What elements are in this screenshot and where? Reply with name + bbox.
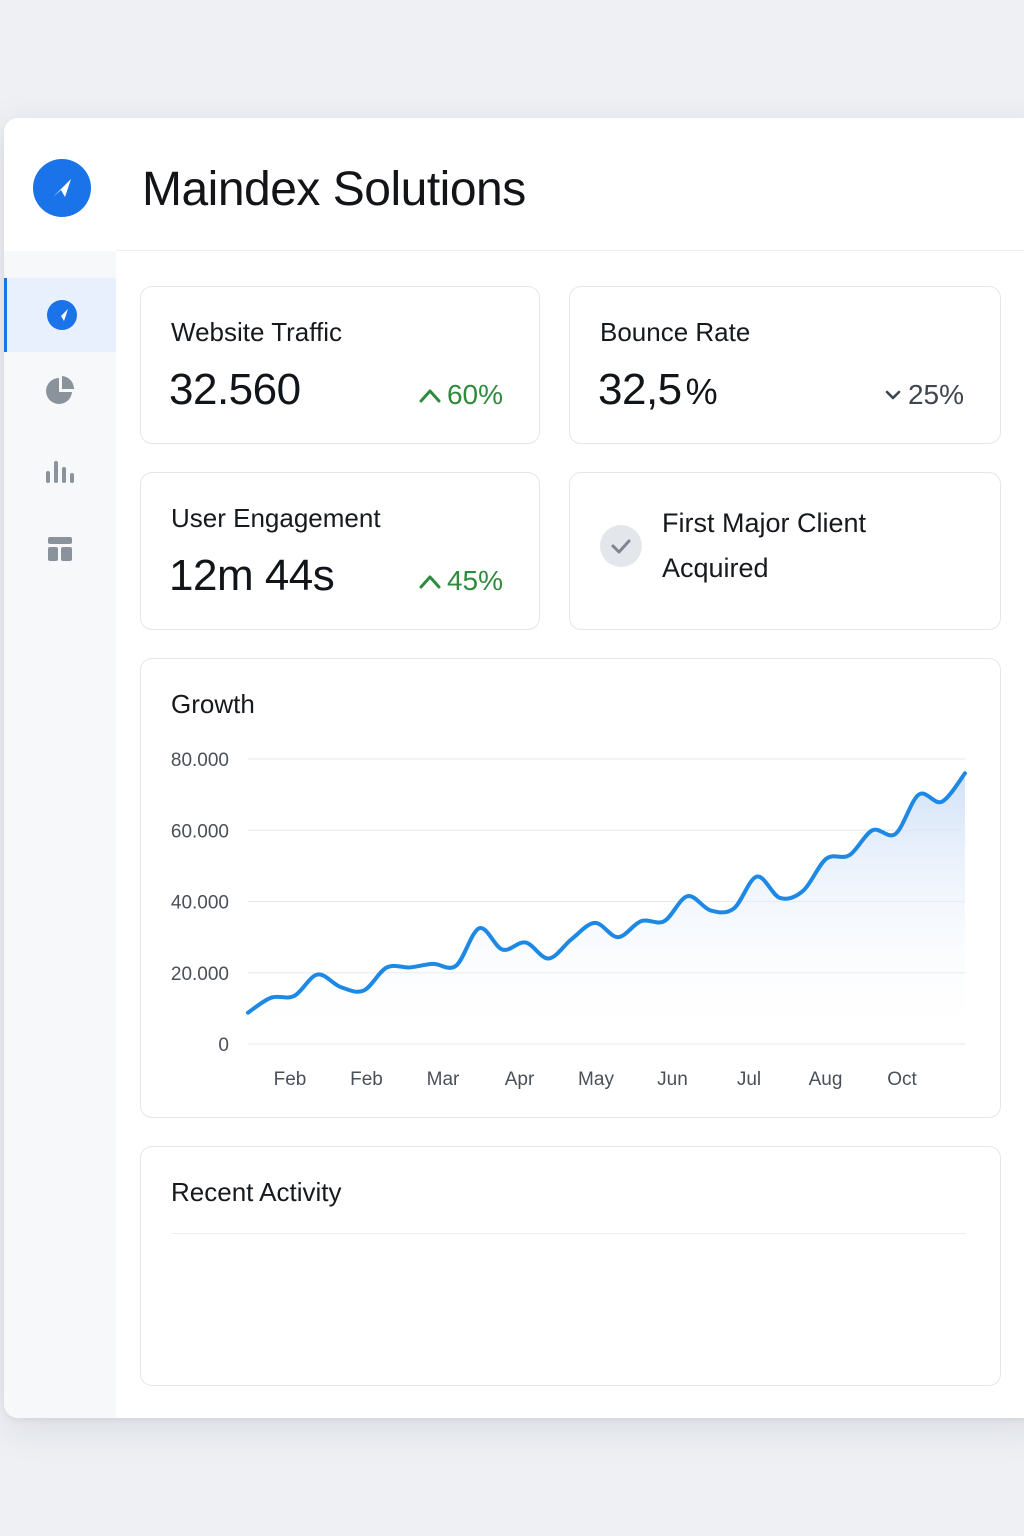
x-tick-label: May	[578, 1069, 614, 1090]
kpi-card-user-engagement[interactable]: User Engagement 12m 44s 45%	[140, 472, 540, 630]
data-point[interactable]	[453, 963, 459, 969]
kpi-card-website-traffic[interactable]: Website Traffic 32.560 60%	[140, 286, 540, 444]
data-point[interactable]	[476, 925, 482, 931]
data-point[interactable]	[962, 770, 968, 776]
sidebar-header	[4, 118, 116, 251]
x-tick-label: Oct	[887, 1069, 917, 1090]
page-title: Maindex Solutions	[142, 163, 526, 216]
milestone-status	[600, 525, 642, 567]
divider	[171, 1233, 966, 1234]
header: Maindex Solutions	[116, 118, 1024, 251]
data-point[interactable]	[869, 827, 875, 833]
data-point[interactable]	[754, 874, 760, 880]
kpi-label: Website Traffic	[171, 317, 342, 347]
kpi-label: User Engagement	[171, 503, 381, 533]
data-point[interactable]	[569, 936, 575, 942]
x-tick-label: Apr	[505, 1069, 535, 1090]
sidebar-item-analytics[interactable]	[4, 434, 116, 508]
kpi-value-unit: %	[685, 371, 718, 412]
x-tick-label: Aug	[809, 1069, 843, 1090]
data-point[interactable]	[708, 907, 714, 913]
data-point[interactable]	[823, 856, 829, 862]
check-icon	[611, 539, 631, 554]
data-point[interactable]	[939, 799, 945, 805]
milestone-line-1: First Major Client	[662, 508, 867, 538]
data-point[interactable]	[661, 918, 667, 924]
kpi-value-number: 32,5	[598, 365, 682, 414]
series-line	[246, 771, 967, 1015]
data-point[interactable]	[846, 852, 852, 858]
data-point[interactable]	[268, 995, 274, 1001]
data-point[interactable]	[430, 961, 436, 967]
data-point[interactable]	[338, 984, 344, 990]
data-point[interactable]	[777, 895, 783, 901]
kpi-card-bounce-rate[interactable]: Bounce Rate 32,5% 25%	[569, 286, 1001, 444]
y-tick-label: 40.000	[171, 893, 229, 914]
kpi-value: 12m 44s	[169, 551, 335, 600]
milestone-text: First Major Client Acquired	[662, 501, 866, 591]
data-point[interactable]	[361, 988, 367, 994]
data-point[interactable]	[407, 964, 413, 970]
x-tick-label: Jul	[737, 1069, 761, 1090]
data-point[interactable]	[638, 918, 644, 924]
logo[interactable]	[33, 159, 91, 217]
series-area	[248, 773, 965, 1044]
sidebar	[4, 118, 116, 1418]
growth-card: Growth 0 20.000 40.000 60.000 80.000 Feb Feb Ma…	[140, 658, 1001, 1118]
data-point[interactable]	[916, 792, 922, 798]
kpi-change: 25%	[907, 379, 964, 410]
chevron-up-icon	[419, 389, 441, 403]
section-title: Recent Activity	[171, 1177, 342, 1207]
data-point[interactable]	[592, 920, 598, 926]
x-tick-label: Jun	[657, 1069, 688, 1090]
app-window: Maindex Solutions Website Traffic 32.560…	[4, 118, 1024, 1418]
milestone-line-2: Acquired	[662, 553, 769, 583]
kpi-value: 32.560	[169, 365, 301, 414]
data-point[interactable]	[731, 906, 737, 912]
data-point[interactable]	[384, 964, 390, 970]
layout-icon	[48, 537, 72, 561]
kpi-change: 45%	[446, 565, 503, 596]
x-tick-label: Feb	[350, 1069, 383, 1090]
kpi-label: Bounce Rate	[600, 317, 751, 347]
recent-activity-card: Recent Activity	[140, 1146, 1001, 1386]
pie-chart-icon	[46, 376, 75, 404]
data-point[interactable]	[314, 972, 320, 978]
data-point[interactable]	[615, 934, 621, 940]
data-point[interactable]	[245, 1010, 251, 1016]
x-tick-label: Feb	[274, 1069, 307, 1090]
sidebar-item-reports[interactable]	[4, 354, 116, 428]
y-tick-label: 20.000	[171, 964, 229, 985]
y-tick-label: 0	[218, 1035, 229, 1056]
compass-icon	[46, 300, 77, 330]
growth-chart: 0 20.000 40.000 60.000 80.000 Feb Feb Mar Apr May…	[171, 750, 968, 1090]
data-point[interactable]	[800, 888, 806, 894]
chevron-up-icon	[419, 575, 441, 589]
chart-title: Growth	[171, 689, 255, 719]
data-point[interactable]	[893, 831, 899, 837]
data-point[interactable]	[684, 893, 690, 899]
milestone-card[interactable]: First Major Client Acquired	[569, 472, 1001, 630]
kpi-value: 32,5%	[598, 365, 718, 415]
data-point[interactable]	[499, 947, 505, 953]
y-tick-label: 60.000	[171, 821, 229, 842]
trend-down-indicator: 25%	[884, 379, 964, 411]
x-tick-label: Mar	[427, 1069, 460, 1090]
bar-chart-icon	[46, 461, 74, 483]
data-point[interactable]	[546, 956, 552, 962]
trend-up-indicator: 45%	[419, 565, 503, 597]
data-point[interactable]	[291, 993, 297, 999]
compass-arrow-icon	[53, 179, 71, 197]
data-point[interactable]	[523, 939, 529, 945]
y-tick-label: 80.000	[171, 750, 229, 771]
trend-up-indicator: 60%	[419, 379, 503, 411]
sidebar-item-layout[interactable]	[4, 512, 116, 586]
chevron-down-icon	[885, 390, 901, 400]
sidebar-item-dashboard[interactable]	[4, 278, 116, 352]
kpi-change: 60%	[446, 379, 503, 410]
